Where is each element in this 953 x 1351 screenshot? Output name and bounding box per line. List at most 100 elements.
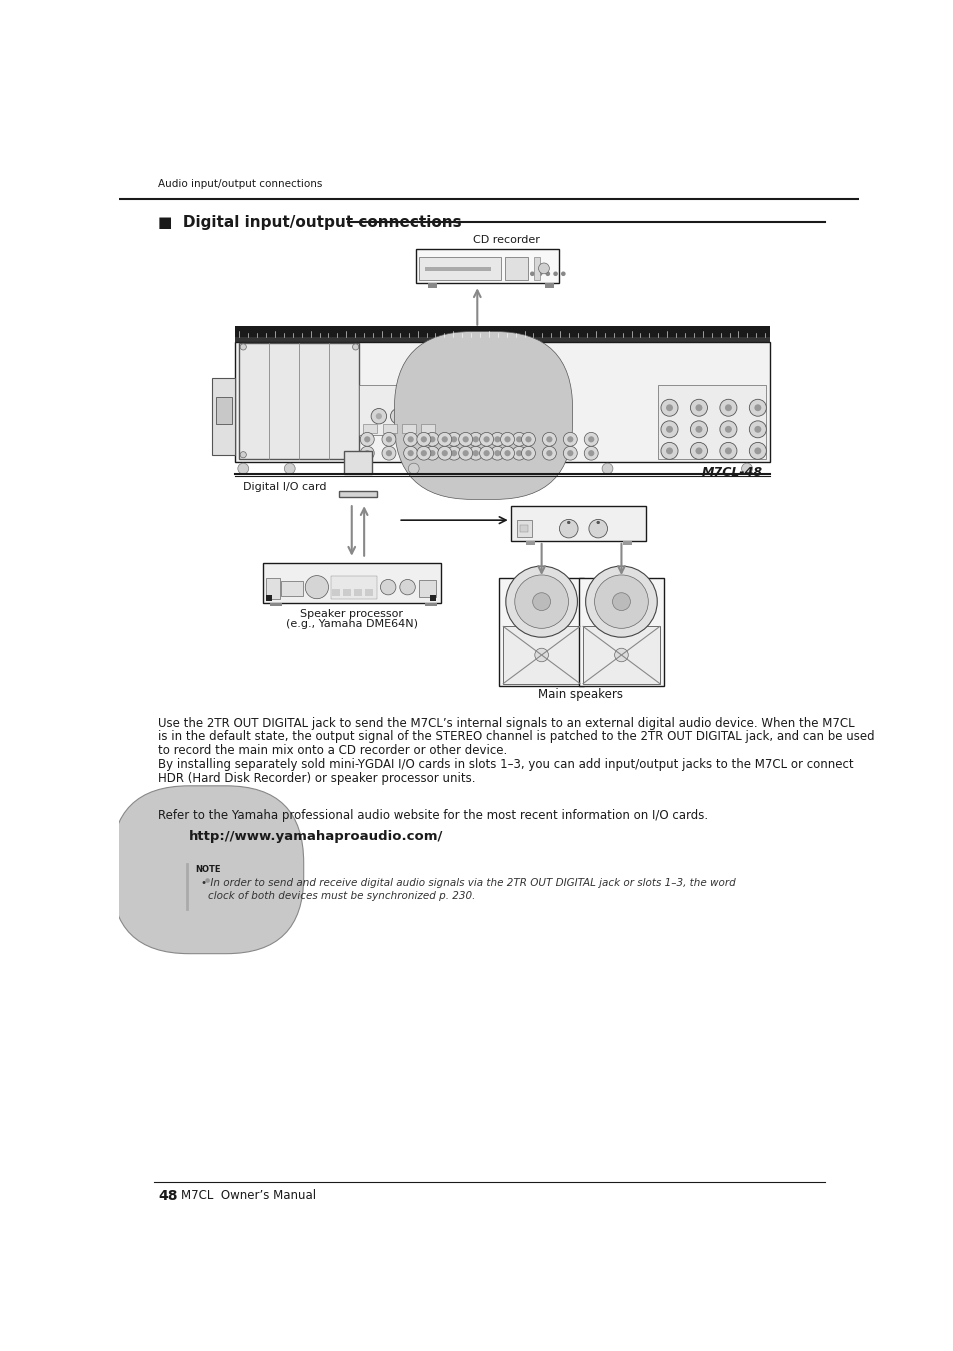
Circle shape — [500, 446, 514, 461]
Circle shape — [385, 436, 392, 442]
Bar — [363, 424, 377, 434]
Text: By installing separately sold mini-YGDAI I/O cards in slots 1–3, you can add inp: By installing separately sold mini-YGDAI… — [158, 758, 853, 771]
Circle shape — [594, 576, 648, 628]
Bar — [332, 589, 340, 596]
Bar — [430, 594, 436, 601]
Circle shape — [521, 432, 535, 446]
Circle shape — [284, 463, 294, 474]
Text: Speaker processor: Speaker processor — [300, 609, 403, 619]
Circle shape — [515, 576, 568, 628]
Circle shape — [462, 450, 468, 457]
Circle shape — [420, 450, 427, 457]
Circle shape — [695, 426, 701, 432]
Circle shape — [490, 446, 504, 461]
Text: Digital I/O card: Digital I/O card — [243, 482, 327, 492]
Circle shape — [530, 272, 534, 276]
Bar — [425, 267, 491, 270]
Circle shape — [560, 272, 565, 276]
Circle shape — [504, 450, 510, 457]
Circle shape — [525, 436, 531, 442]
Circle shape — [364, 436, 370, 442]
Circle shape — [562, 446, 577, 461]
Text: Audio input/output connections: Audio input/output connections — [158, 178, 322, 189]
Circle shape — [429, 450, 435, 457]
Circle shape — [567, 521, 570, 524]
Bar — [416, 249, 558, 282]
Bar — [331, 576, 377, 598]
Circle shape — [375, 413, 381, 419]
Circle shape — [660, 400, 678, 416]
Circle shape — [390, 408, 406, 424]
Text: CD recorder: CD recorder — [473, 235, 539, 246]
Circle shape — [353, 345, 358, 350]
Text: (e.g., Yamaha DME64N): (e.g., Yamaha DME64N) — [286, 620, 417, 630]
Text: Use the 2TR OUT DIGITAL jack to send the M7CL’s internal signals to an external : Use the 2TR OUT DIGITAL jack to send the… — [158, 716, 854, 730]
Bar — [270, 603, 282, 607]
Text: http://www.yamahaproaudio.com/: http://www.yamahaproaudio.com/ — [189, 831, 443, 843]
Text: clock of both devices must be synchronized p. 230.: clock of both devices must be synchroniz… — [208, 892, 476, 901]
Bar — [266, 594, 272, 601]
Circle shape — [720, 400, 736, 416]
Bar — [510, 507, 645, 540]
Circle shape — [665, 404, 672, 411]
Circle shape — [690, 442, 707, 459]
Text: to record the main mix onto a CD recorder or other device.: to record the main mix onto a CD recorde… — [158, 744, 507, 758]
Circle shape — [724, 426, 731, 432]
Circle shape — [490, 432, 504, 446]
Circle shape — [437, 446, 452, 461]
Circle shape — [360, 432, 374, 446]
Circle shape — [690, 422, 707, 438]
Circle shape — [483, 450, 489, 457]
Circle shape — [724, 404, 731, 411]
Circle shape — [353, 451, 358, 458]
Circle shape — [512, 446, 525, 461]
Text: Refer to the Yamaha professional audio website for the most recent information o: Refer to the Yamaha professional audio w… — [158, 809, 707, 821]
Bar — [344, 451, 372, 474]
Circle shape — [553, 272, 558, 276]
Circle shape — [521, 446, 535, 461]
Circle shape — [748, 442, 765, 459]
Circle shape — [587, 436, 594, 442]
Circle shape — [453, 413, 459, 419]
FancyBboxPatch shape — [394, 331, 572, 500]
Circle shape — [748, 422, 765, 438]
Circle shape — [399, 580, 415, 594]
Circle shape — [407, 436, 414, 442]
Circle shape — [364, 450, 370, 457]
Circle shape — [588, 519, 607, 538]
Circle shape — [754, 447, 760, 454]
Circle shape — [614, 648, 628, 662]
Bar — [354, 589, 361, 596]
Bar — [235, 342, 769, 462]
Circle shape — [205, 878, 210, 882]
Bar — [382, 424, 396, 434]
Circle shape — [437, 432, 452, 446]
Circle shape — [567, 450, 573, 457]
Circle shape — [494, 450, 500, 457]
Circle shape — [537, 272, 542, 276]
Circle shape — [537, 263, 549, 274]
Circle shape — [483, 436, 489, 442]
Circle shape — [567, 521, 570, 524]
Circle shape — [660, 422, 678, 438]
Circle shape — [462, 436, 468, 442]
Text: • In order to send and receive digital audio signals via the 2TR OUT DIGITAL jac: • In order to send and receive digital a… — [200, 878, 735, 888]
Bar — [525, 540, 535, 544]
Bar — [658, 385, 765, 458]
Bar — [343, 589, 351, 596]
Circle shape — [479, 446, 493, 461]
Circle shape — [451, 450, 456, 457]
Circle shape — [237, 463, 249, 474]
Circle shape — [720, 442, 736, 459]
Bar — [266, 578, 279, 600]
Bar — [212, 378, 235, 455]
Circle shape — [441, 450, 447, 457]
Circle shape — [535, 648, 548, 662]
Bar — [544, 282, 554, 288]
Text: ■  Digital input/output connections: ■ Digital input/output connections — [158, 215, 461, 230]
Circle shape — [504, 436, 510, 442]
Circle shape — [425, 446, 439, 461]
Circle shape — [395, 413, 401, 419]
Circle shape — [434, 413, 439, 419]
Circle shape — [385, 450, 392, 457]
